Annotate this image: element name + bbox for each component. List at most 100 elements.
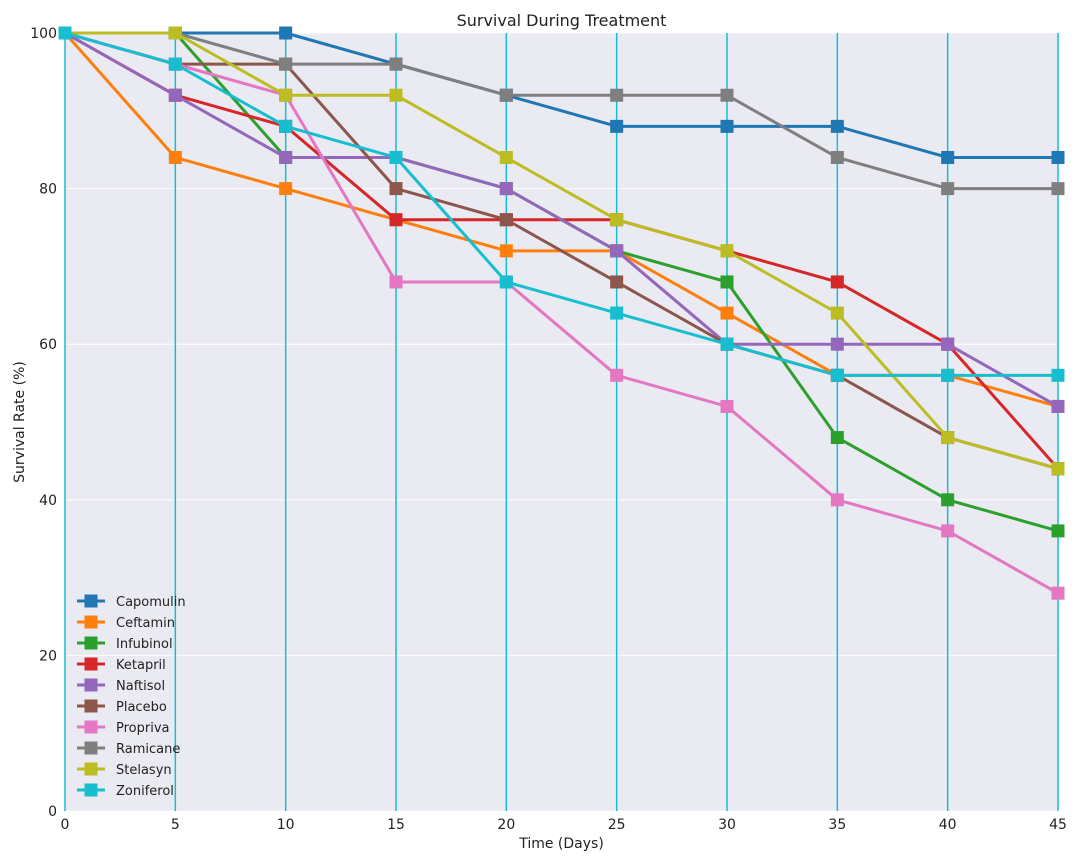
data-point [610,119,624,133]
x-tick-label: 35 [828,817,846,833]
x-tick-label: 45 [1049,817,1067,833]
y-axis-label: Survival Rate (%) [12,361,28,483]
y-tick-label: 60 [39,337,57,353]
data-point [389,57,403,71]
data-point [389,150,403,164]
data-point [941,431,955,445]
x-tick-label: 40 [939,817,957,833]
data-point [389,88,403,102]
legend-marker [84,783,98,797]
legend-label: Zoniferol [116,784,174,799]
legend-label: Capomulin [116,595,186,610]
x-tick-label: 15 [387,817,405,833]
legend: Capomulin Ceftamin Infubinol Ketapril Naftis… [77,594,186,799]
legend-item: Propriva [77,720,170,736]
data-point [941,524,955,538]
legend-marker [84,594,98,608]
series-zoniferol [58,26,1065,382]
data-point [610,275,624,289]
data-point [389,182,403,196]
series-propriva [58,26,1065,600]
x-tick-label: 5 [171,817,180,833]
data-point [389,275,403,289]
y-tick-label: 0 [48,804,57,820]
legend-marker [84,678,98,692]
x-tick-label: 20 [497,817,515,833]
data-point [1051,150,1065,164]
legend-marker [84,741,98,755]
data-point [168,57,182,71]
data-point [610,306,624,320]
data-point [720,244,734,258]
series-line [64,31,1059,595]
legend-marker [84,699,98,713]
data-point [610,88,624,102]
x-tick-label: 10 [277,817,295,833]
data-point [1051,524,1065,538]
legend-item: Ketapril [77,657,166,673]
x-axis-label: Time (Days) [518,836,604,852]
data-point [499,150,513,164]
data-point [279,57,293,71]
data-point [499,213,513,227]
axis-layer: 0 20 40 60 80 100 0 5 10 15 20 25 30 35 40 45 [30,26,1067,833]
y-tick-label: 80 [39,182,57,198]
legend-label: Naftisol [116,679,165,694]
data-point [830,337,844,351]
x-tick-label: 0 [61,817,70,833]
data-point [830,275,844,289]
data-point [168,88,182,102]
legend-item: Ceftamin [77,615,175,631]
data-point [279,182,293,196]
data-point [1051,586,1065,600]
data-point [830,368,844,382]
data-point [610,368,624,382]
data-point [389,213,403,227]
legend-label: Placebo [116,700,167,715]
y-tick-label: 40 [39,493,57,509]
data-point [279,88,293,102]
legend-item: Zoniferol [77,783,174,799]
legend-marker [84,636,98,650]
data-point [499,88,513,102]
data-point [941,368,955,382]
data-point [499,182,513,196]
data-point [830,306,844,320]
x-tick-label: 25 [608,817,626,833]
legend-marker [84,615,98,629]
data-point [720,399,734,413]
legend-label: Ceftamin [116,616,175,631]
y-tick-label: 100 [30,26,57,42]
data-point [720,275,734,289]
series-line [64,31,1059,408]
legend-item: Stelasyn [77,762,172,778]
legend-label: Ramicane [116,742,180,757]
data-point [1051,182,1065,196]
legend-label: Ketapril [116,658,166,673]
legend-item: Infubinol [77,636,173,652]
series-line [64,31,1058,377]
series-line [65,31,1058,191]
legend-item: Naftisol [77,678,165,694]
legend-label: Stelasyn [116,763,172,778]
series-ramicane [58,26,1065,196]
data-point [58,26,72,40]
legend-marker [84,657,98,671]
data-point [830,150,844,164]
legend-item: Capomulin [77,594,186,610]
data-point [941,182,955,196]
data-point [830,431,844,445]
series-layer [58,26,1065,600]
data-point [1051,368,1065,382]
data-point [499,275,513,289]
data-point [941,493,955,507]
legend-label: Propriva [116,721,170,736]
chart-title: Survival During Treatment [457,11,667,30]
data-point [279,26,293,40]
legend-label: Infubinol [116,637,173,652]
data-point [279,150,293,164]
legend-marker [84,720,98,734]
plot-area [65,33,1058,811]
